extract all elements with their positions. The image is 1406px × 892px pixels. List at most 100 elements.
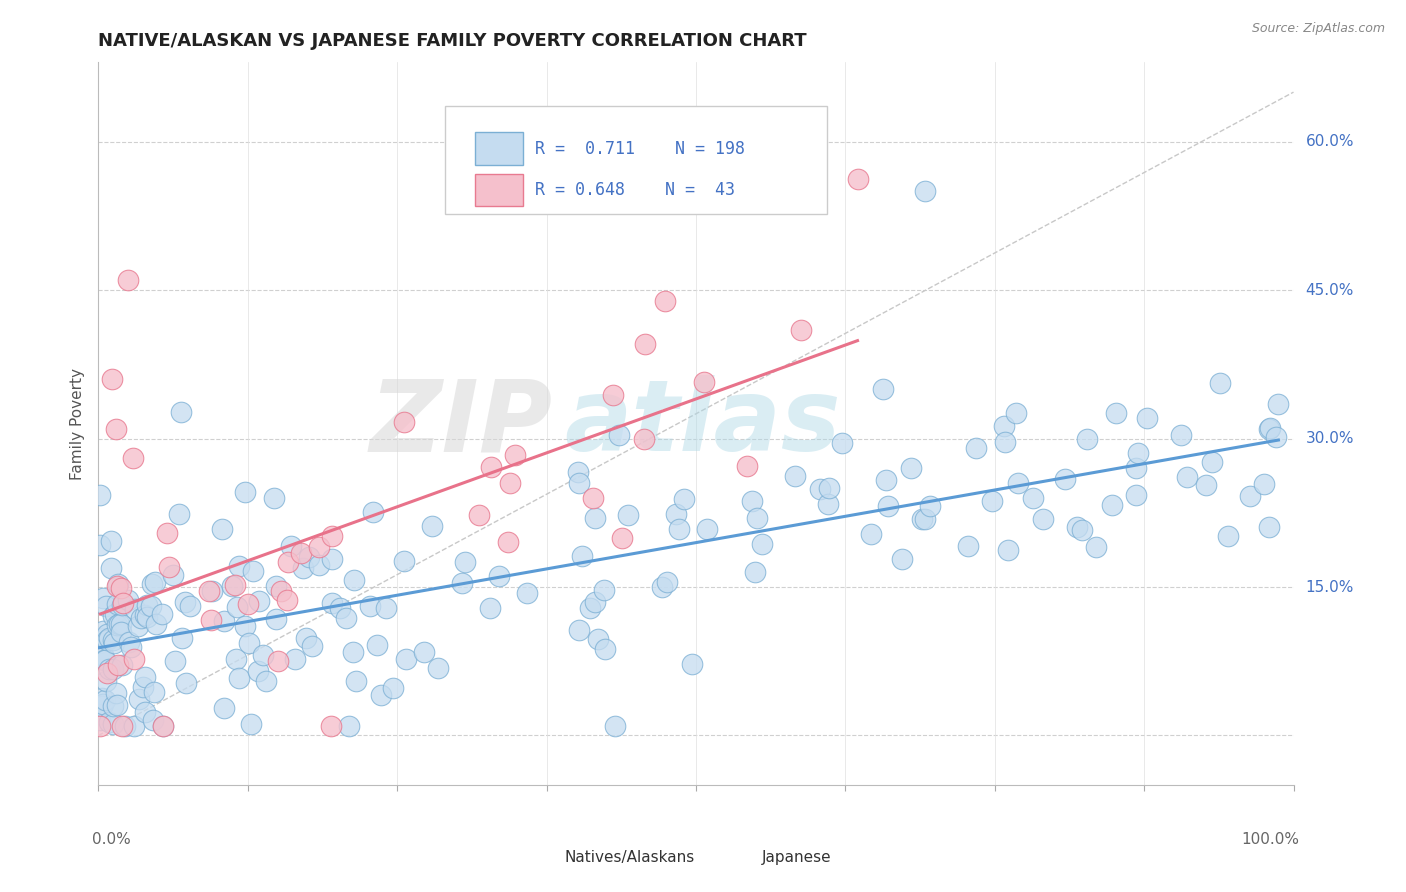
Point <box>101 609 124 624</box>
Point <box>221 579 243 593</box>
Point <box>965 441 987 455</box>
Point <box>141 577 163 591</box>
Point <box>174 676 197 690</box>
Point <box>122 451 145 466</box>
Point <box>93 652 115 666</box>
Point <box>127 619 149 633</box>
Point <box>321 529 343 543</box>
Point <box>152 718 174 732</box>
Point <box>994 435 1017 450</box>
Y-axis label: Family Poverty: Family Poverty <box>70 368 86 480</box>
Point <box>301 639 323 653</box>
Point <box>89 636 111 650</box>
Point <box>91 624 114 638</box>
Point <box>264 579 287 593</box>
Point <box>105 597 128 611</box>
FancyBboxPatch shape <box>720 843 749 871</box>
Point <box>90 697 112 711</box>
Point <box>174 595 197 609</box>
Point <box>583 594 606 608</box>
Point <box>105 618 128 632</box>
Point <box>122 718 145 732</box>
Point <box>583 510 606 524</box>
Point <box>1267 397 1289 411</box>
Point <box>110 581 132 595</box>
Point <box>89 487 111 501</box>
Point <box>392 415 415 429</box>
Point <box>1201 455 1223 469</box>
Point <box>118 634 141 648</box>
Point <box>451 576 474 591</box>
Point <box>612 531 634 545</box>
Point <box>94 599 117 614</box>
Point <box>593 583 616 598</box>
Point <box>256 674 278 689</box>
Point <box>582 491 605 506</box>
Point <box>280 539 302 553</box>
Text: Natives/Alaskans: Natives/Alaskans <box>565 850 695 864</box>
Point <box>163 654 186 668</box>
Point <box>337 718 360 732</box>
Point <box>124 602 146 616</box>
Point <box>586 632 609 647</box>
Point <box>741 494 763 508</box>
Point <box>468 508 491 522</box>
Point <box>1066 520 1088 534</box>
Point <box>846 171 869 186</box>
Point <box>87 707 110 722</box>
Point <box>1239 489 1261 503</box>
Text: 60.0%: 60.0% <box>1306 134 1354 149</box>
Point <box>1216 529 1239 543</box>
Point <box>328 601 350 615</box>
Point <box>1208 376 1230 391</box>
Point <box>1170 427 1192 442</box>
Point <box>110 599 132 613</box>
Point <box>382 681 405 695</box>
Point <box>247 664 270 678</box>
Point <box>117 273 139 287</box>
Text: R =  0.711    N = 198: R = 0.711 N = 198 <box>534 140 745 158</box>
Point <box>993 419 1015 434</box>
Point <box>200 613 222 627</box>
Point <box>96 666 118 681</box>
Point <box>817 481 839 495</box>
Point <box>366 638 388 652</box>
Point <box>295 632 318 646</box>
Point <box>1105 406 1128 420</box>
Point <box>93 697 115 711</box>
Point <box>910 511 932 525</box>
Point <box>226 599 249 614</box>
Point <box>101 632 124 647</box>
Point <box>1264 430 1286 444</box>
Point <box>170 632 193 646</box>
Point <box>392 554 415 568</box>
Point <box>876 499 898 513</box>
Point <box>211 522 233 536</box>
Point <box>321 596 343 610</box>
Point <box>107 577 129 591</box>
Point <box>735 458 758 473</box>
Point <box>152 718 174 732</box>
Point <box>111 718 134 732</box>
Point <box>633 432 655 446</box>
Point <box>568 476 591 491</box>
Text: NATIVE/ALASKAN VS JAPANESE FAMILY POVERTY CORRELATION CHART: NATIVE/ALASKAN VS JAPANESE FAMILY POVERT… <box>98 32 807 50</box>
Point <box>270 583 292 598</box>
Point <box>321 718 343 732</box>
Point <box>100 534 122 549</box>
Point <box>605 718 627 732</box>
Point <box>136 610 159 624</box>
Point <box>201 583 224 598</box>
Point <box>105 698 128 713</box>
Point <box>238 636 260 650</box>
Point <box>94 652 117 666</box>
Point <box>479 459 502 474</box>
Point <box>1253 477 1275 491</box>
Point <box>343 573 366 587</box>
Point <box>374 600 396 615</box>
Text: 0.0%: 0.0% <box>93 832 131 847</box>
Point <box>454 555 477 569</box>
Point <box>91 648 114 662</box>
Point <box>914 511 936 525</box>
Point <box>107 658 129 673</box>
